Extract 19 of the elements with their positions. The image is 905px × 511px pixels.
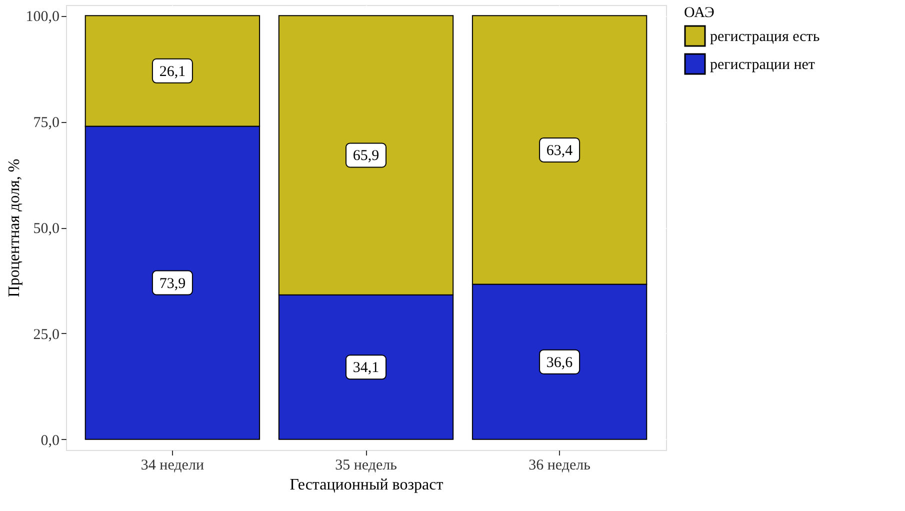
data-label: 36,6 (546, 354, 574, 371)
y-tick-label: 0,0 (40, 432, 60, 449)
data-label: 26,1 (159, 64, 186, 80)
x-axis-title: Гестационный возраст (290, 476, 444, 494)
data-label: 65,9 (352, 148, 380, 164)
x-tick-label: 34 недели (140, 458, 204, 474)
legend-label: регистрация есть (710, 29, 820, 45)
x-tick-label: 36 недель (528, 458, 591, 474)
y-tick-label: 25,0 (33, 326, 60, 343)
y-tick-label: 100,0 (26, 9, 60, 26)
data-label: 63,4 (546, 142, 574, 159)
data-label: 34,1 (352, 360, 380, 376)
legend-title: ОАЭ (684, 5, 715, 21)
x-tick-label: 35 недель (335, 458, 398, 474)
legend-label: регистрации нет (710, 57, 816, 73)
y-tick-label: 50,0 (33, 221, 60, 237)
y-axis-title: Процентная доля, % (6, 158, 23, 298)
y-tick-label: 75,0 (33, 115, 60, 132)
data-label: 73,9 (159, 276, 186, 292)
